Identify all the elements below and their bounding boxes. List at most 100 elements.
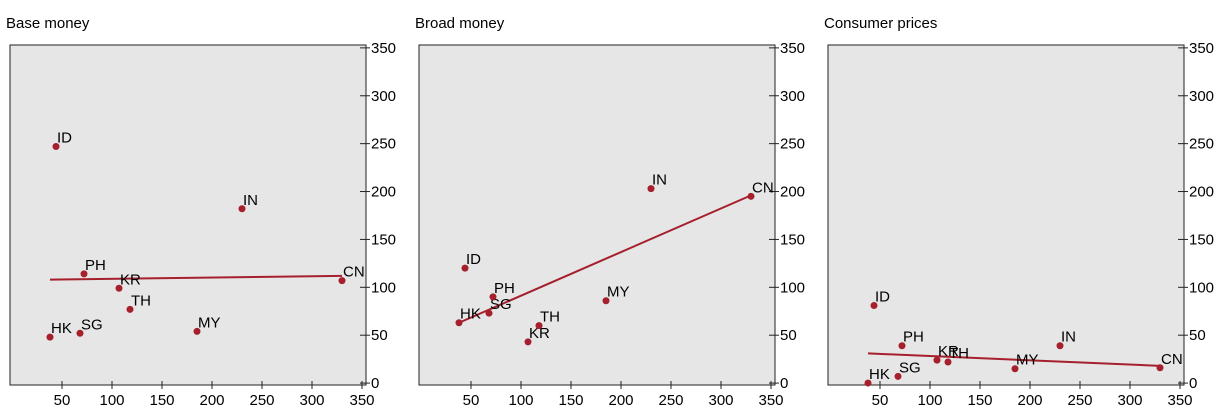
point bbox=[80, 270, 88, 278]
y-tick-label: 150 bbox=[371, 231, 396, 248]
panel-title: Base money bbox=[6, 15, 90, 32]
point-label: MY bbox=[607, 284, 630, 301]
point-label: MY bbox=[198, 314, 221, 331]
y-tick-label: 300 bbox=[1189, 88, 1214, 105]
point bbox=[747, 192, 755, 200]
x-tick-label: 50 bbox=[463, 392, 480, 409]
y-tick-label: 350 bbox=[780, 40, 805, 57]
point-label: SG bbox=[81, 316, 103, 333]
point-label: PH bbox=[85, 257, 106, 274]
point bbox=[455, 319, 463, 327]
x-tick-label: 50 bbox=[872, 392, 889, 409]
point-label: ID bbox=[875, 289, 890, 306]
point-label: CN bbox=[1161, 351, 1183, 368]
trend-line bbox=[458, 194, 752, 324]
point bbox=[485, 309, 493, 317]
y-tick-label: 300 bbox=[780, 88, 805, 105]
y-tick-label: 0 bbox=[1189, 375, 1197, 392]
point bbox=[461, 264, 469, 272]
plot-area bbox=[9, 44, 367, 386]
point-label: ID bbox=[57, 130, 72, 147]
y-tick-label: 150 bbox=[780, 231, 805, 248]
x-tick-label: 250 bbox=[658, 392, 683, 409]
point bbox=[115, 284, 123, 292]
point bbox=[524, 338, 532, 346]
x-tick-label: 200 bbox=[1017, 392, 1042, 409]
trend-line bbox=[49, 274, 343, 281]
y-tick-label: 250 bbox=[1189, 136, 1214, 153]
x-tick-label: 300 bbox=[1117, 392, 1142, 409]
point-label: TH bbox=[949, 345, 969, 362]
y-tick-label: 250 bbox=[371, 136, 396, 153]
point bbox=[76, 329, 84, 337]
point-label: IN bbox=[652, 172, 667, 189]
y-tick-label: 350 bbox=[1189, 40, 1214, 57]
y-tick-label: 100 bbox=[780, 279, 805, 296]
x-tick-label: 150 bbox=[558, 392, 583, 409]
point-label: CN bbox=[752, 179, 774, 196]
y-tick-label: 200 bbox=[1189, 184, 1214, 201]
x-tick-label: 350 bbox=[758, 392, 783, 409]
x-tick-label: 150 bbox=[967, 392, 992, 409]
point-label: IN bbox=[1061, 329, 1076, 346]
point bbox=[1011, 365, 1019, 373]
plot-area bbox=[418, 44, 776, 386]
point bbox=[933, 356, 941, 364]
panel-title: Consumer prices bbox=[824, 15, 937, 32]
point bbox=[489, 293, 497, 301]
y-tick-label: 0 bbox=[371, 375, 379, 392]
point bbox=[870, 302, 878, 310]
y-tick-label: 100 bbox=[1189, 279, 1214, 296]
point bbox=[46, 333, 54, 341]
point bbox=[193, 327, 201, 335]
y-tick-label: 0 bbox=[780, 375, 788, 392]
point-label: HK bbox=[460, 306, 481, 323]
point bbox=[898, 342, 906, 350]
point-label: SG bbox=[899, 359, 921, 376]
y-tick-label: 350 bbox=[371, 40, 396, 57]
point bbox=[602, 297, 610, 305]
x-tick-label: 350 bbox=[349, 392, 374, 409]
y-tick-label: 200 bbox=[371, 184, 396, 201]
point-label: KR bbox=[120, 271, 141, 288]
x-tick-label: 100 bbox=[508, 392, 533, 409]
x-tick-label: 200 bbox=[199, 392, 224, 409]
y-tick-label: 100 bbox=[371, 279, 396, 296]
y-tick-label: 300 bbox=[371, 88, 396, 105]
point bbox=[126, 305, 134, 313]
x-tick-label: 200 bbox=[608, 392, 633, 409]
x-tick-label: 300 bbox=[708, 392, 733, 409]
point bbox=[944, 358, 952, 366]
x-tick-label: 100 bbox=[917, 392, 942, 409]
trend-line bbox=[867, 352, 1161, 367]
point-label: PH bbox=[903, 329, 924, 346]
y-tick-label: 200 bbox=[780, 184, 805, 201]
point-label: SG bbox=[490, 296, 512, 313]
point bbox=[1056, 342, 1064, 350]
point-label: PH bbox=[494, 280, 515, 297]
point bbox=[894, 372, 902, 380]
point bbox=[1156, 364, 1164, 372]
point-label: KR bbox=[529, 325, 550, 342]
point-label: HK bbox=[51, 320, 72, 337]
point bbox=[535, 322, 543, 330]
point bbox=[864, 379, 872, 387]
plot-area bbox=[827, 44, 1185, 386]
point-label: CN bbox=[343, 264, 365, 281]
point-label: HK bbox=[869, 366, 890, 383]
point-label: MY bbox=[1016, 352, 1039, 369]
point bbox=[238, 205, 246, 213]
x-tick-label: 250 bbox=[249, 392, 274, 409]
point bbox=[338, 277, 346, 285]
point-label: TH bbox=[540, 309, 560, 326]
point bbox=[647, 185, 655, 193]
y-tick-label: 250 bbox=[780, 136, 805, 153]
x-tick-label: 100 bbox=[99, 392, 124, 409]
panel-title: Broad money bbox=[415, 15, 505, 32]
point bbox=[52, 143, 60, 151]
point-label: ID bbox=[466, 251, 481, 268]
x-tick-label: 350 bbox=[1167, 392, 1192, 409]
y-tick-label: 150 bbox=[1189, 231, 1214, 248]
point-label: IN bbox=[243, 192, 258, 209]
x-tick-label: 250 bbox=[1067, 392, 1092, 409]
